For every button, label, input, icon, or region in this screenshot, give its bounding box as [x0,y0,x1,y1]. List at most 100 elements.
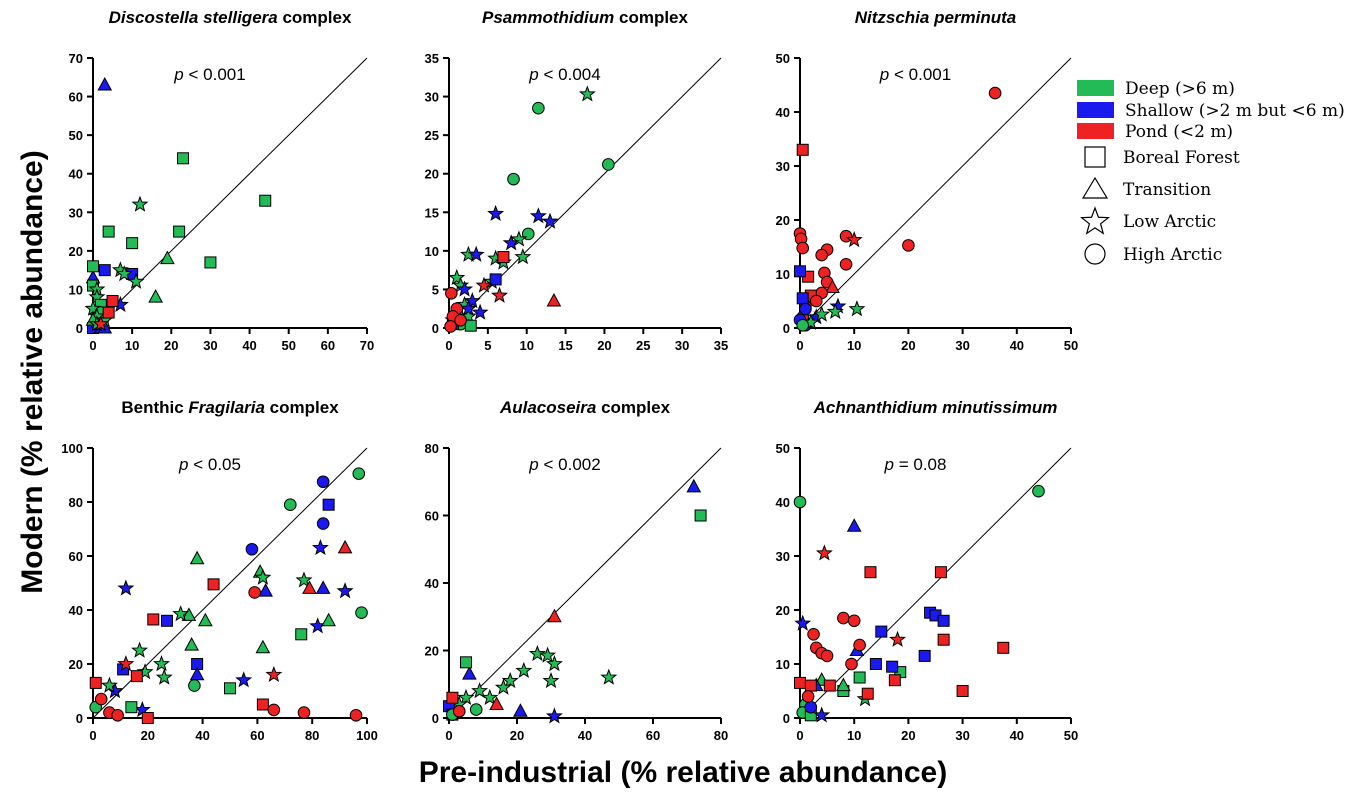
data-point-deep-star [131,641,149,658]
x-tick-label: 0 [445,338,452,353]
y-axis-label: Modern (% relative abundance) [16,150,49,593]
data-point-shallow-triangle [462,666,477,680]
data-point-pond-circle [454,313,467,327]
data-point-shallow-star [471,303,489,320]
scatter-panel-5: Aulacoseira complex 0 20 40 60 80 0 20 40 60 80 p <… [425,398,729,743]
scatter-panel-2: Psammothidium complex 0 5 10 15 20 25 30 35 0 5 10 1… [425,8,729,353]
data-point-shallow-square [918,649,931,662]
data-point-pond-square [102,306,115,319]
legend-shape-triangle [1081,176,1109,199]
data-point-shallow-triangle [258,583,273,597]
data-point-pond-square [937,633,950,646]
data-point-shallow-circle [245,542,259,556]
data-point-deep-triangle [160,250,175,265]
panel-title: Benthic Fragilaria complex [121,398,339,417]
y-tick-label: 30 [425,90,439,105]
data-point-pond-star [889,630,907,647]
panel-title: Discostella stelligera complex [109,8,352,27]
data-point-pond-circle [839,257,853,271]
panel-title: Psammothidium complex [482,8,688,27]
y-tick-label: 50 [776,51,790,66]
data-point-deep-square [460,656,472,669]
x-tick-label: 30 [955,728,969,743]
y-tick-label: 60 [425,509,439,524]
panel-title-part: complex [596,398,670,417]
p-value-symbol: p [178,455,188,474]
x-tick-label: 40 [1010,338,1024,353]
data-point-shallow-star [459,299,477,316]
data-point-pond-square [130,670,143,683]
data-point-deep-star [153,655,170,672]
data-point-deep-star [514,248,532,265]
x-tick-label: 50 [281,338,295,353]
data-point-pond-star [265,665,283,683]
p-value-label: p = 0.08 [884,455,947,474]
data-point-shallow-triangle [189,666,205,681]
data-point-deep-square [295,628,308,641]
x-tick-label: 50 [1064,728,1078,743]
data-point-deep-star [457,688,475,705]
data-point-pond-star [491,286,509,303]
data-point-deep-star [448,268,466,286]
data-point-shallow-square [489,273,502,286]
y-tick-label: 15 [425,205,439,220]
data-point-pond-circle [988,86,1002,100]
data-point-deep-circle [469,703,483,716]
data-point-pond-square [804,679,817,692]
data-point-shallow-circle [316,517,330,530]
y-tick-label: 40 [69,603,83,618]
data-point-deep-star [510,230,528,247]
y-tick-label: 50 [69,128,83,143]
panel-title-part: Fragilaria [188,398,265,417]
data-point-deep-circle [355,606,368,620]
data-point-deep-star [471,682,489,699]
data-point-shallow-star [545,707,563,724]
data-point-deep-circle [796,319,810,332]
p-value-text: = 0.08 [894,455,946,474]
data-point-deep-triangle [184,637,199,651]
data-point-shallow-circle [316,475,330,489]
p-value-label: p < 0.05 [178,455,241,474]
x-tick-label: 40 [195,728,209,743]
data-point-deep-triangle [836,677,851,692]
one-to-one-line [799,447,1072,719]
data-point-deep-star [515,661,533,678]
data-point-shallow-triangle [315,580,331,594]
y-tick-label: 20 [425,167,439,182]
data-point-pond-circle [267,703,281,717]
p-value-symbol: p [528,455,538,474]
data-point-pond-square [147,613,160,626]
panel-title-part: complex [265,398,339,417]
y-tick-label: 10 [69,282,83,297]
data-point-deep-star [481,688,499,705]
x-tick-label: 10 [847,728,861,743]
data-point-shallow-star [235,671,253,688]
p-value-symbol: p [528,65,538,84]
data-point-deep-circle [352,467,366,480]
data-point-pond-square [934,566,947,579]
data-point-shallow-star [336,582,354,599]
data-point-deep-star [155,668,173,685]
data-point-deep-star [528,644,546,662]
data-point-deep-star [295,571,313,588]
data-point-deep-star [100,676,118,693]
x-tick-label: 30 [675,338,689,353]
data-point-pond-triangle [337,539,353,554]
p-value-symbol: p [884,455,894,474]
p-value-text: < 0.05 [189,455,241,474]
data-point-deep-star [172,605,190,622]
x-tick-label: 20 [164,338,178,353]
data-point-deep-square [853,671,866,684]
one-to-one-line [448,447,722,719]
scatter-panel-3: Nitzschia perminuta 0 10 20 30 40 50 0 10 20 30 40 5… [776,8,1079,353]
y-tick-label: 5 [432,282,439,297]
panel-title-part: Nitzschia perminuta [855,8,1017,27]
data-point-deep-star [136,663,154,680]
x-tick-label: 15 [558,338,572,353]
x-tick-label: 100 [356,728,378,743]
data-point-shallow-square [886,660,899,673]
legend-shape-circle [1084,243,1106,265]
x-tick-label: 20 [141,728,155,743]
data-point-pond-circle [445,286,458,300]
data-point-pond-square [823,679,836,692]
